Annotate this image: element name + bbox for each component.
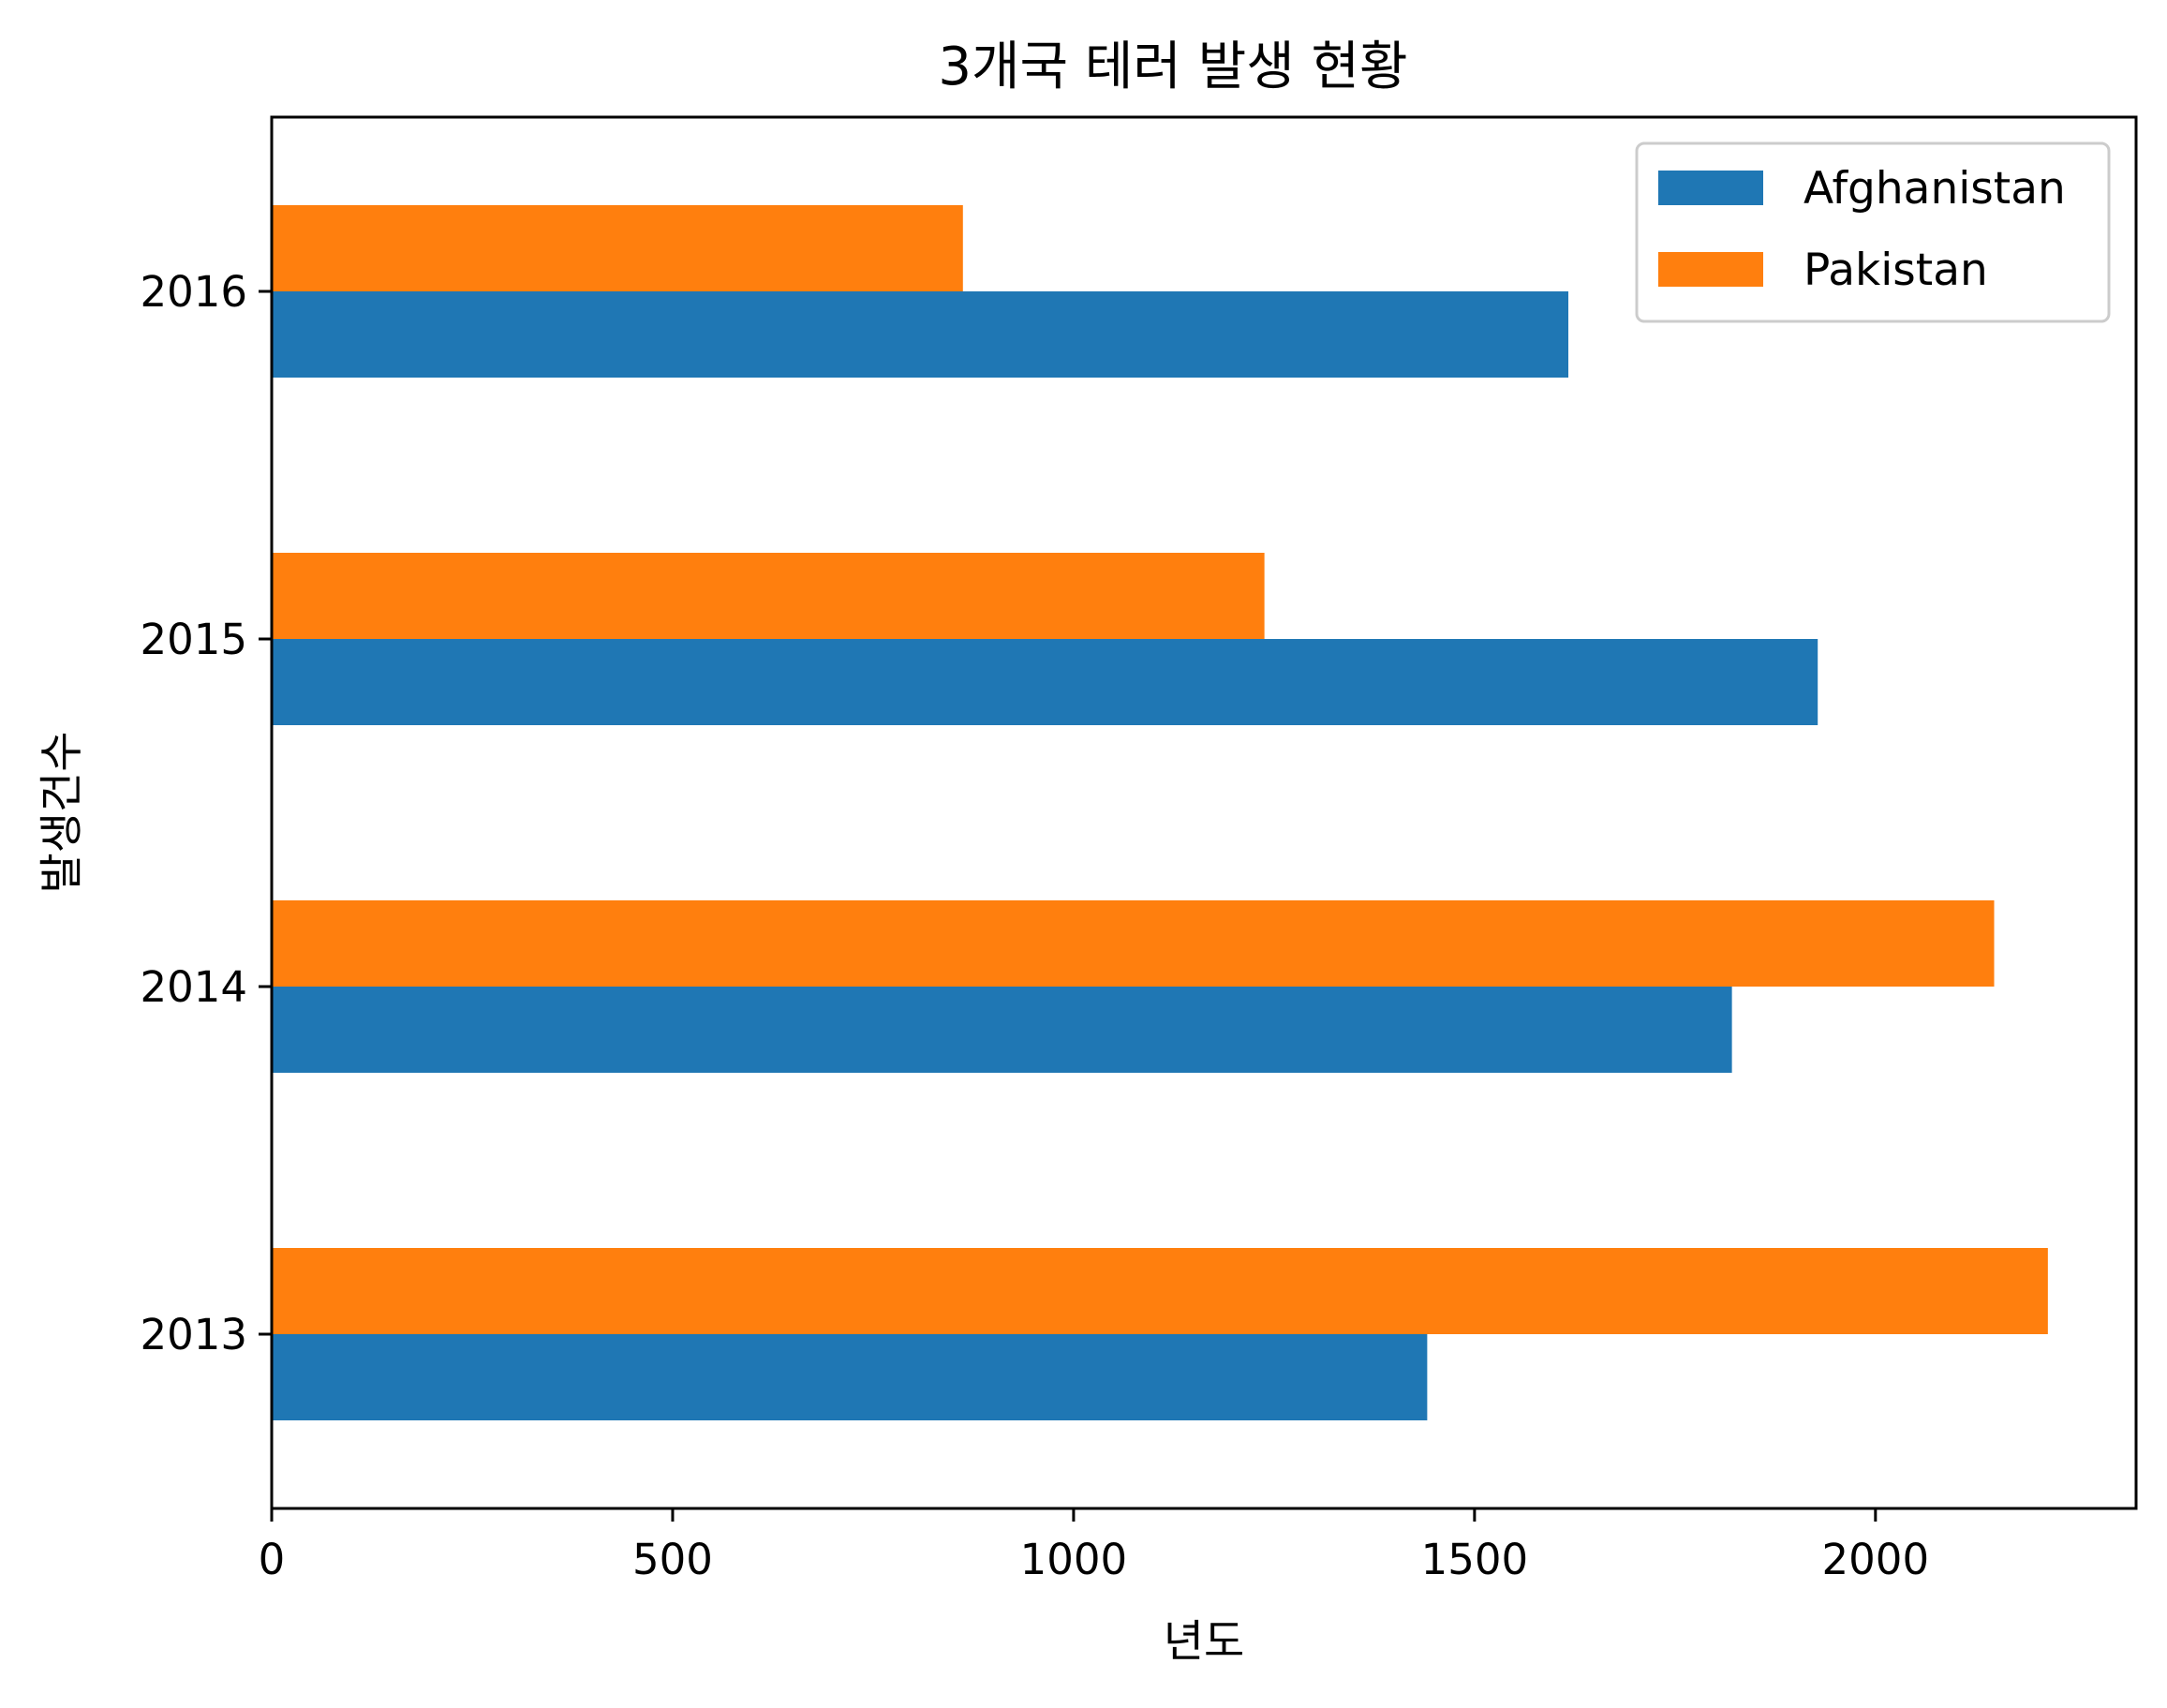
y-tick-label: 2016	[140, 267, 247, 317]
legend-swatch-pakistan	[1658, 252, 1763, 287]
bar-pakistan-2015	[272, 553, 1265, 639]
x-tick-label: 0	[259, 1535, 286, 1584]
bar-pakistan-2016	[272, 205, 963, 291]
y-tick-label: 2013	[140, 1310, 247, 1359]
bar-pakistan-2013	[272, 1248, 2048, 1334]
plot-bars	[272, 205, 2048, 1420]
x-axis: 0 500 1000 1500 2000	[259, 1508, 1929, 1584]
plot-frame	[270, 115, 2138, 1510]
legend-label-afghanistan: Afghanistan	[1803, 163, 2066, 215]
x-tick-label: 2000	[1822, 1535, 1930, 1584]
chart-title: 3개국 테러 발생 현황	[938, 37, 1407, 97]
x-tick-label: 1500	[1421, 1535, 1529, 1584]
x-axis-title: 년도	[1164, 1616, 1244, 1668]
legend: Afghanistan Pakistan	[1635, 141, 2111, 323]
bar-afghanistan-2016	[272, 291, 1569, 378]
y-tick-label: 2014	[140, 962, 247, 1012]
x-tick-label: 1000	[1020, 1535, 1128, 1584]
bar-afghanistan-2013	[272, 1334, 1428, 1420]
y-tick-label: 2015	[140, 615, 247, 664]
bar-afghanistan-2015	[272, 639, 1818, 725]
y-axis-title: 발생건수	[37, 732, 88, 894]
x-tick-label: 500	[632, 1535, 713, 1584]
legend-swatch-afghanistan	[1658, 171, 1763, 205]
bar-pakistan-2014	[272, 900, 1995, 987]
y-axis: 2013 2014 2015 2016	[140, 267, 272, 1359]
bar-afghanistan-2014	[272, 987, 1732, 1073]
legend-label-pakistan: Pakistan	[1803, 245, 1988, 296]
